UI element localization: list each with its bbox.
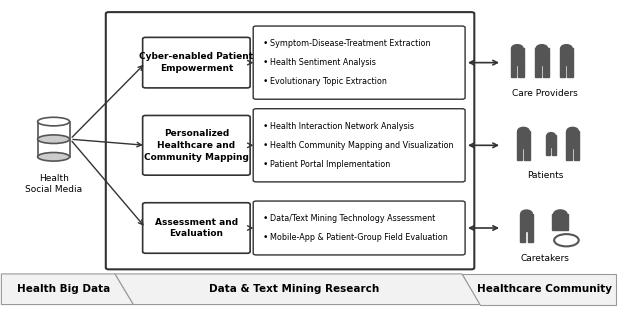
Bar bbox=[573, 148, 580, 160]
Bar bbox=[560, 65, 565, 77]
Bar bbox=[552, 147, 556, 155]
Bar bbox=[560, 48, 573, 65]
Text: •: • bbox=[263, 121, 268, 130]
Text: Cyber-enabled Patient
Empowerment: Cyber-enabled Patient Empowerment bbox=[139, 52, 254, 73]
Text: •: • bbox=[263, 214, 268, 223]
Bar bbox=[566, 131, 580, 148]
Text: Health Interaction Network Analysis: Health Interaction Network Analysis bbox=[270, 121, 414, 130]
Polygon shape bbox=[1, 274, 133, 305]
Text: •: • bbox=[263, 160, 268, 169]
Ellipse shape bbox=[521, 210, 533, 217]
Bar bbox=[535, 48, 549, 65]
Bar bbox=[552, 214, 568, 230]
Text: Caretakers: Caretakers bbox=[521, 254, 570, 263]
Text: Health
Social Media: Health Social Media bbox=[25, 174, 82, 194]
Text: Patient Portal Implementation: Patient Portal Implementation bbox=[270, 160, 390, 169]
Text: Health Community Mapping and Visualization: Health Community Mapping and Visualizati… bbox=[270, 141, 453, 150]
Text: •: • bbox=[263, 39, 268, 48]
Bar bbox=[517, 148, 522, 160]
FancyBboxPatch shape bbox=[143, 203, 250, 253]
Text: Patients: Patients bbox=[527, 171, 563, 180]
Bar bbox=[518, 65, 524, 77]
Text: Assessment and
Evaluation: Assessment and Evaluation bbox=[155, 218, 238, 238]
Bar bbox=[568, 65, 573, 77]
FancyBboxPatch shape bbox=[253, 26, 465, 99]
Bar bbox=[38, 121, 70, 157]
Text: Mobile-App & Patient-Group Field Evaluation: Mobile-App & Patient-Group Field Evaluat… bbox=[270, 233, 448, 242]
Bar bbox=[543, 65, 549, 77]
FancyBboxPatch shape bbox=[253, 109, 465, 182]
Ellipse shape bbox=[517, 127, 529, 135]
Bar bbox=[520, 214, 533, 231]
Text: Care Providers: Care Providers bbox=[512, 89, 578, 98]
Bar bbox=[511, 48, 524, 65]
Ellipse shape bbox=[38, 117, 70, 126]
Ellipse shape bbox=[547, 133, 555, 138]
Polygon shape bbox=[462, 274, 615, 305]
Text: Personalized
Healthcare and
Community Mapping: Personalized Healthcare and Community Ma… bbox=[144, 129, 249, 162]
Text: Data/Text Mining Technology Assessment: Data/Text Mining Technology Assessment bbox=[270, 214, 435, 223]
Bar bbox=[546, 147, 550, 155]
Bar bbox=[520, 231, 526, 242]
Ellipse shape bbox=[567, 127, 578, 135]
Text: •: • bbox=[263, 78, 268, 87]
Text: •: • bbox=[263, 58, 268, 67]
Bar bbox=[528, 231, 533, 242]
Bar bbox=[517, 131, 530, 148]
Text: Healthcare Community: Healthcare Community bbox=[477, 284, 612, 294]
Polygon shape bbox=[115, 274, 480, 305]
Text: Evolutionary Topic Extraction: Evolutionary Topic Extraction bbox=[270, 78, 387, 87]
Ellipse shape bbox=[553, 210, 567, 218]
FancyBboxPatch shape bbox=[143, 37, 250, 88]
Bar bbox=[546, 135, 556, 147]
Text: Symptom-Disease-Treatment Extraction: Symptom-Disease-Treatment Extraction bbox=[270, 39, 430, 48]
FancyBboxPatch shape bbox=[143, 116, 250, 175]
Ellipse shape bbox=[561, 45, 572, 52]
Bar bbox=[535, 65, 541, 77]
Ellipse shape bbox=[38, 135, 70, 143]
Text: Health Sentiment Analysis: Health Sentiment Analysis bbox=[270, 58, 376, 67]
Bar bbox=[524, 148, 530, 160]
Ellipse shape bbox=[512, 45, 523, 52]
Text: Data & Text Mining Research: Data & Text Mining Research bbox=[209, 284, 379, 294]
Text: Health Big Data: Health Big Data bbox=[17, 284, 111, 294]
Text: •: • bbox=[263, 233, 268, 242]
Bar bbox=[566, 148, 571, 160]
Text: •: • bbox=[263, 141, 268, 150]
Bar bbox=[511, 65, 516, 77]
FancyBboxPatch shape bbox=[253, 201, 465, 255]
Ellipse shape bbox=[38, 153, 70, 161]
FancyBboxPatch shape bbox=[106, 12, 474, 269]
Ellipse shape bbox=[536, 45, 548, 52]
